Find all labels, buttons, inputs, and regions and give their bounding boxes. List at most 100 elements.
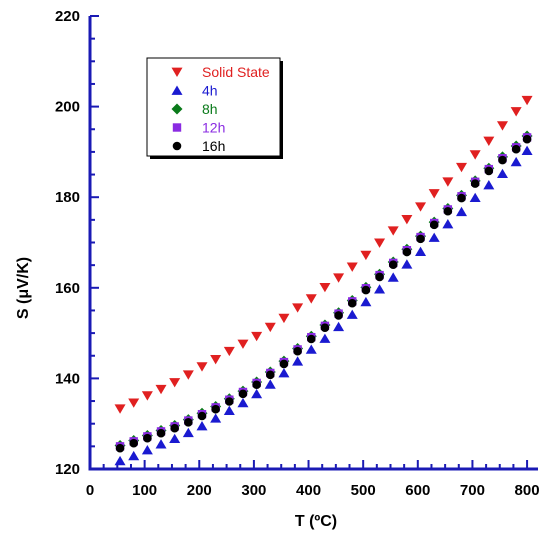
series-layer (114, 95, 533, 466)
data-point (196, 362, 208, 372)
data-point (128, 450, 140, 461)
series-16h (115, 134, 532, 453)
legend-item-12h: 12h (172, 120, 225, 136)
series-solid-state (114, 95, 533, 414)
legend-label: Solid State (202, 64, 270, 80)
data-point (333, 273, 345, 283)
data-point (361, 285, 371, 295)
x-tick-label: 100 (132, 482, 157, 499)
legend: Solid State 4h 8h 12h 16h (146, 57, 283, 159)
data-point (238, 389, 248, 399)
data-point (470, 179, 480, 188)
data-point (401, 259, 413, 269)
tick-marks (89, 15, 529, 470)
data-point (498, 155, 507, 165)
x-tick-label: 300 (241, 482, 266, 499)
data-point (251, 388, 263, 399)
data-point (155, 384, 167, 395)
x-axis-label: T (ºC) (295, 513, 337, 530)
data-point (169, 433, 181, 444)
data-point (278, 313, 290, 324)
data-point (496, 168, 508, 179)
legend-item-4h: 4h (171, 83, 218, 99)
data-point (428, 189, 440, 199)
data-point (428, 232, 440, 242)
data-point (375, 272, 384, 282)
data-point (293, 346, 302, 356)
data-point (522, 134, 532, 144)
legend-marker (171, 103, 183, 115)
legend-marker (171, 85, 183, 95)
data-point (292, 303, 304, 313)
data-point (333, 321, 345, 332)
data-point (237, 339, 249, 349)
data-point (346, 262, 358, 272)
data-point (156, 428, 166, 438)
data-point (388, 260, 398, 269)
y-tick-label: 120 (55, 461, 80, 478)
legend-label: 4h (202, 83, 218, 99)
data-point (155, 439, 167, 449)
y-axis-label: S (μV/K) (15, 257, 32, 319)
data-point (387, 226, 399, 236)
y-tick-label: 160 (55, 280, 80, 297)
x-tick-label: 200 (187, 482, 212, 499)
data-point (265, 370, 275, 380)
data-point (182, 370, 194, 380)
data-point (374, 284, 386, 294)
series-8h (114, 130, 533, 451)
data-point (402, 247, 412, 257)
data-point (114, 404, 126, 414)
x-tick-label: 500 (351, 482, 376, 499)
data-point (169, 378, 181, 388)
data-point (483, 136, 495, 146)
data-point (305, 344, 317, 354)
data-point (114, 455, 126, 466)
y-tick-label: 140 (55, 370, 80, 387)
data-point (252, 380, 261, 390)
x-tick-label: 700 (460, 482, 485, 499)
data-point (415, 246, 427, 256)
data-point (251, 331, 263, 342)
data-point (143, 433, 152, 443)
data-point (264, 379, 276, 389)
x-tick-label: 600 (405, 482, 430, 499)
data-point (264, 322, 276, 333)
data-point (128, 398, 140, 408)
data-point (510, 156, 522, 167)
data-point (129, 438, 139, 448)
data-point (170, 423, 179, 433)
legend-label: 8h (202, 101, 218, 117)
legend-item-16h: 16h (172, 138, 225, 154)
tick-labels: 0 100 200 300 400 500 600 700 800 120 140 160 180 200… (55, 8, 540, 499)
data-point (319, 282, 331, 293)
data-point (484, 166, 494, 176)
x-tick-label: 0 (86, 482, 94, 499)
y-tick-label: 180 (55, 189, 80, 206)
legend-item-8h: 8h (171, 101, 218, 117)
data-point (469, 150, 481, 160)
x-tick-label: 800 (515, 482, 540, 499)
data-point (278, 368, 290, 378)
data-point (346, 309, 358, 319)
data-point (320, 323, 330, 332)
data-point (210, 413, 222, 423)
data-point (292, 356, 304, 366)
data-point (347, 298, 357, 308)
legend-label: 12h (202, 120, 225, 136)
data-point (305, 294, 317, 304)
y-tick-label: 200 (55, 99, 80, 116)
data-point (306, 334, 316, 344)
data-point (319, 333, 331, 343)
data-point (483, 180, 495, 190)
legend-marker (171, 67, 183, 77)
data-point (115, 443, 125, 453)
data-point (511, 144, 521, 154)
legend-marker (172, 141, 182, 151)
data-point (223, 346, 235, 357)
data-point (374, 238, 386, 248)
legend-box (146, 57, 281, 157)
legend-item-solid-state: Solid State (171, 64, 270, 80)
data-point (442, 177, 454, 187)
